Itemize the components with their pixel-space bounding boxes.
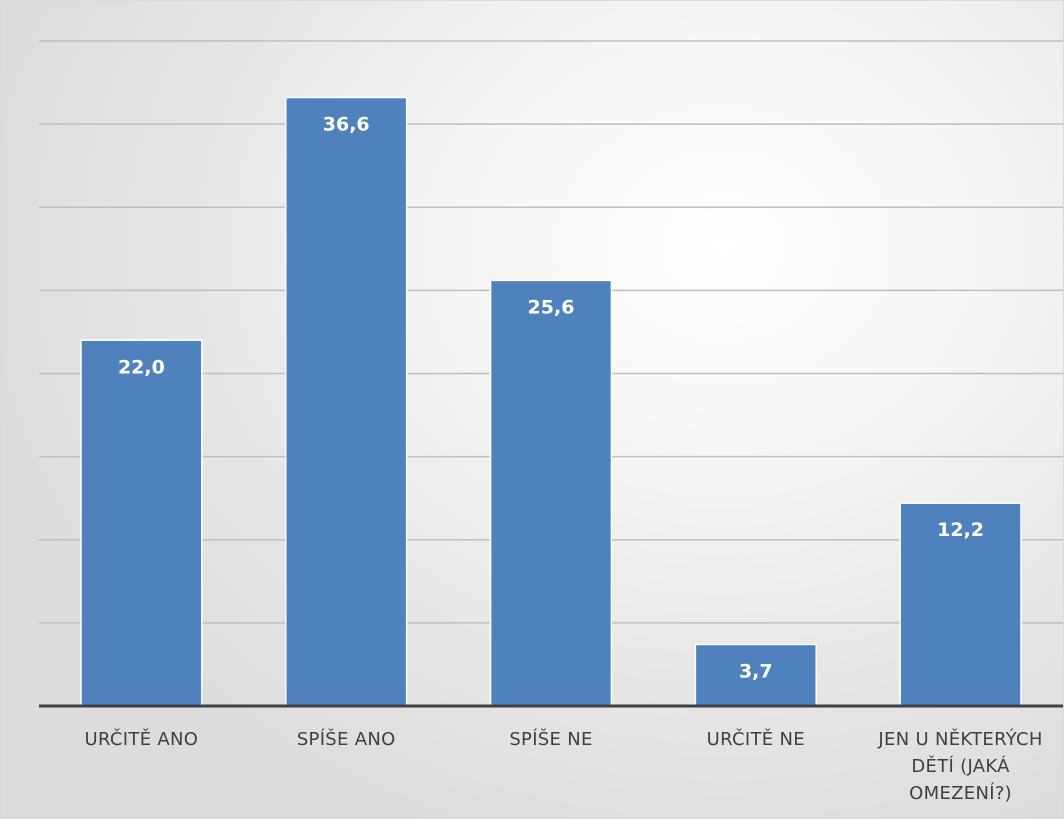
bar-value-label: 12,2 (937, 519, 984, 541)
category-label: URČITĚ NE (707, 728, 805, 750)
bar (489, 279, 613, 707)
category-label: URČITĚ ANO (85, 728, 199, 750)
bar (285, 96, 408, 707)
bar-value-label: 36,6 (323, 114, 370, 136)
category-label: JEN U NĚKTERÝCH (877, 728, 1042, 750)
category-labels: URČITĚ ANO SPÍŠE ANO SPÍŠE NE URČITĚ NE JEN … (85, 728, 1043, 804)
category-label: DĚTÍ (JAKÁ (911, 755, 1010, 777)
data-labels: 22,0 36,6 25,6 3,7 12,2 (118, 114, 984, 683)
bars (80, 96, 1022, 707)
bar (899, 502, 1022, 707)
category-label: SPÍŠE NE (509, 728, 592, 750)
category-label: OMEZENÍ?) (909, 782, 1012, 804)
bar-value-label: 25,6 (528, 296, 575, 318)
category-label: SPÍŠE ANO (297, 728, 396, 750)
bar-value-label: 22,0 (118, 356, 165, 378)
bar (80, 339, 203, 707)
bar (694, 643, 817, 707)
bar-value-label: 3,7 (739, 660, 773, 682)
